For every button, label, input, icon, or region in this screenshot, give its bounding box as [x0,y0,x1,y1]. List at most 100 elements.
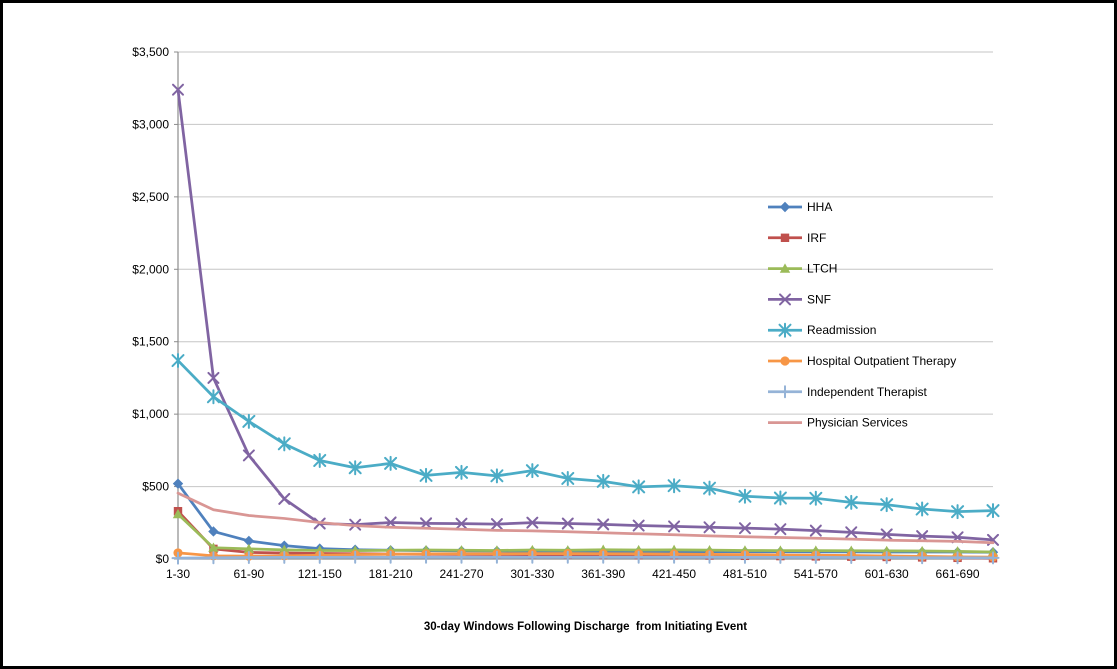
series-line [176,88,995,542]
asterisk-marker [667,478,681,494]
asterisk-marker [703,480,717,496]
plus-marker [809,550,823,564]
plus-marker [632,550,646,564]
asterisk-marker [915,501,929,517]
legend-label: Physician Services [807,416,908,430]
series-line [176,359,995,514]
x-marker [845,526,858,539]
asterisk-marker [171,353,185,369]
plus-marker [986,551,1000,565]
x-axis-label: 361-390 [581,567,625,581]
x-marker [172,83,184,96]
x-marker [207,371,220,384]
plus-marker [171,551,185,565]
legend-label: LTCH [807,262,837,276]
asterisk-marker [277,436,291,452]
legend-item-hha: HHA [768,200,832,214]
x-axis-label: 421-450 [652,567,696,581]
legend-label: Readmission [807,323,876,337]
asterisk-marker [348,460,362,476]
x-axis-title: 30-day Windows Following Discharge from … [424,621,747,633]
y-axis-label: $1,000 [132,407,169,421]
asterisk-marker [596,473,610,489]
plus-marker [596,550,610,564]
asterisk-marker [490,468,504,484]
y-axis-label: $2,000 [132,262,169,276]
triangle-marker [243,543,255,554]
plus-marker [561,550,575,564]
asterisk-marker [632,479,646,495]
asterisk-marker [778,322,792,338]
gridlines [178,51,993,488]
x-axis-label: 241-270 [439,567,483,581]
x-marker [455,517,468,530]
series-line [176,482,995,554]
x-marker [809,524,822,537]
diamond-marker [779,201,791,213]
x-marker [420,517,433,530]
x-marker [597,518,610,531]
triangle-marker [172,508,184,519]
asterisk-marker [525,463,539,479]
plus-marker [454,550,468,564]
x-marker [278,492,291,505]
series-hha [172,478,999,558]
plus-marker [915,551,929,565]
plus-marker [525,550,539,564]
y-axis-label: $3,000 [132,117,169,131]
x-marker [738,522,751,535]
legend-item-readmission: Readmission [768,322,876,338]
x-axis-label: 661-690 [936,567,980,581]
circle-marker [780,356,790,366]
plus-marker [419,550,433,564]
asterisk-marker [384,455,398,471]
series-line [176,491,995,545]
x-axis-label: 181-210 [369,567,413,581]
x-marker [561,517,574,530]
x-marker [880,528,893,541]
x-axis-label: 61-90 [234,567,265,581]
x-axis-label: 121-150 [298,567,342,581]
x-marker [774,523,787,536]
y-axis-label: $2,500 [132,190,169,204]
plus-marker [951,551,965,565]
diamond-marker [172,478,184,489]
x-marker [668,520,681,533]
legend-item-hospital-outpatient-therapy: Hospital Outpatient Therapy [768,354,956,368]
asterisk-marker [206,389,220,405]
plus-marker [348,550,362,564]
plus-marker [490,550,504,564]
plus-marker [778,385,792,399]
legend-item-physician-services: Physician Services [768,416,908,430]
asterisk-marker [242,413,256,429]
x-axis: 1-30 61-90 121-150 181-210 241-270 301-330 361… [166,559,980,581]
x-marker [526,516,539,529]
legend-label: IRF [807,231,826,245]
plus-marker [844,551,858,565]
plus-marker [773,550,787,564]
plus-marker [667,550,681,564]
legend-label: Hospital Outpatient Therapy [807,354,956,368]
legend-label: SNF [807,292,831,306]
asterisk-marker [313,452,327,468]
series-line [176,555,995,560]
plus-marker [738,550,752,564]
legend-item-irf: IRF [768,231,826,245]
triangle-marker [779,263,791,273]
series-independent-therapist [171,550,1000,565]
asterisk-marker [561,470,575,486]
x-marker [242,449,255,462]
series-physician-services [176,491,995,545]
plus-marker [277,550,291,564]
asterisk-marker [419,467,433,483]
plus-marker [384,550,398,564]
asterisk-marker [880,497,894,513]
series-snf [172,83,999,546]
asterisk-marker [986,503,1000,519]
plus-marker [703,550,717,564]
plus-marker [313,550,327,564]
x-axis-label: 601-630 [865,567,909,581]
legend-item-snf: SNF [768,292,831,306]
legend-label: Independent Therapist [807,385,928,399]
legend-label: HHA [807,200,832,214]
